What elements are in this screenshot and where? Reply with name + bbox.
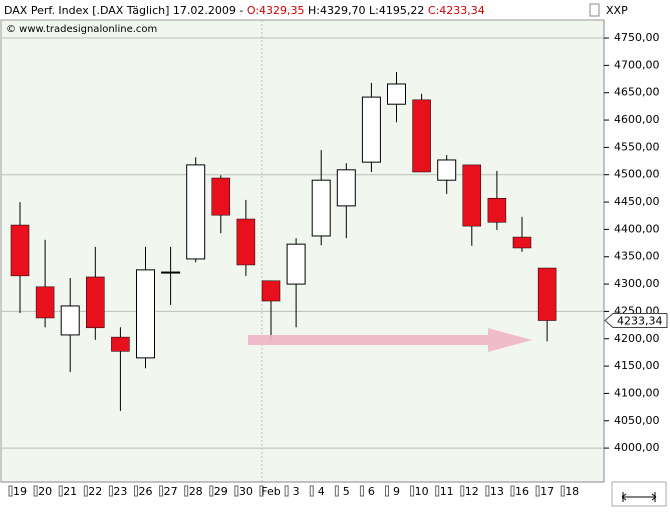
x-tick-box: [8, 485, 13, 497]
candles: [10, 71, 557, 411]
y-tick-label: 4100,00: [614, 386, 660, 399]
x-tick-label: 11: [440, 485, 454, 498]
title-part: DAX Perf. Index [.DAX Täglich] 17.02.200…: [4, 4, 247, 17]
x-tick-label: 28: [189, 485, 203, 498]
x-tick-label: 21: [63, 485, 77, 498]
x-tick-box: [33, 485, 38, 497]
candle-body: [387, 83, 406, 105]
title-part: O:4329,35: [247, 4, 305, 17]
x-tick-label: 16: [515, 485, 529, 498]
x-tick-label: 10: [415, 485, 429, 498]
y-tick-label: 4300,00: [614, 277, 660, 290]
x-tick-box: [108, 485, 113, 497]
x-tick-box: [385, 485, 389, 497]
candle-body: [60, 305, 80, 336]
y-tick-label: 4350,00: [614, 250, 660, 263]
price-label: 4233,34: [617, 315, 663, 328]
candle-body: [111, 336, 130, 352]
candle-body: [10, 224, 30, 277]
x-tick-label: 17: [540, 485, 554, 498]
x-tick-label: 26: [139, 485, 153, 498]
x-tick-box: [234, 485, 239, 497]
x-tick-box: [359, 485, 364, 497]
y-tick-label: 4550,00: [614, 140, 660, 153]
watermark: © www.tradesignalonline.com: [6, 24, 157, 35]
x-tick-label: 5: [343, 485, 350, 498]
x-tick-label: 20: [38, 485, 52, 498]
candle-body: [136, 269, 155, 359]
x-tick-label: 13: [490, 485, 504, 498]
x-tick-box: [460, 485, 465, 497]
y-tick-label: 4000,00: [614, 441, 660, 454]
y-tick-label: 4400,00: [614, 222, 660, 235]
x-tick-label: 22: [88, 485, 102, 498]
x-tick-box: [83, 485, 88, 497]
candle-body: [236, 218, 256, 266]
annotation-arrow: [248, 328, 532, 352]
y-tick-label: 4450,00: [614, 195, 660, 208]
price-marker: [604, 313, 668, 329]
y-tick-label: 4200,00: [614, 332, 660, 345]
x-tick-box: [259, 485, 264, 497]
x-tick-label: 19: [13, 485, 27, 498]
y-tick-label: 4500,00: [614, 168, 660, 181]
x-tick-box: [485, 485, 490, 497]
title-part: C:4233,34: [428, 4, 485, 17]
x-tick-box: [134, 485, 138, 497]
x-tick-label: 9: [393, 485, 400, 498]
x-tick-box: [184, 485, 189, 497]
x-tick-box: [535, 485, 540, 497]
candle-body: [286, 243, 306, 285]
x-tick-box: [334, 485, 339, 497]
button[interactable]: [589, 3, 600, 17]
x-tick-label: 29: [214, 485, 228, 498]
candle-body: [161, 271, 181, 274]
x-tick-box: [309, 485, 314, 497]
candle-body: [211, 177, 231, 216]
x-tick-label: 30: [239, 485, 253, 498]
y-tick-label: 4700,00: [614, 58, 660, 71]
y-tick-label: 4650,00: [614, 86, 660, 99]
scroll-icon: [621, 492, 657, 502]
x-tick-label: Feb: [261, 485, 280, 498]
candle-body: [512, 236, 532, 249]
candle-body: [487, 197, 507, 223]
candle-body: [86, 276, 105, 329]
candle-body: [537, 267, 557, 321]
x-tick-label: 18: [565, 485, 579, 498]
candle-body: [462, 164, 482, 227]
title-part: H:4329,70 L:4195,22: [305, 4, 428, 17]
x-tick-label: 4: [318, 485, 325, 498]
candle-body: [35, 286, 55, 319]
x-tick-label: 3: [293, 485, 300, 498]
candle-body: [412, 99, 431, 173]
x-tick-box: [435, 485, 440, 497]
candle-body: [311, 179, 331, 237]
x-tick-label: 12: [465, 485, 479, 498]
y-tick-label: 4150,00: [614, 359, 660, 372]
scroll-button[interactable]: [611, 481, 667, 507]
candle-body: [361, 96, 381, 163]
symbol-label: XXP: [606, 4, 628, 17]
x-tick-box: [58, 485, 63, 497]
candle-body: [261, 280, 281, 302]
x-tick-box: [209, 485, 214, 497]
y-tick-label: 4600,00: [614, 113, 660, 126]
x-tick-box: [560, 485, 565, 497]
candle-body: [186, 164, 206, 260]
y-tick-label: 4050,00: [614, 414, 660, 427]
x-tick-box: [510, 485, 515, 497]
x-tick-label: 27: [164, 485, 178, 498]
x-tick-label: 6: [368, 485, 375, 498]
candle-body: [437, 159, 457, 181]
x-tick-box: [410, 485, 415, 497]
y-tick-label: 4750,00: [614, 31, 660, 44]
x-tick-box: [284, 485, 289, 497]
candle-body: [336, 169, 356, 207]
x-tick-box: [159, 485, 164, 497]
x-tick-label: 23: [113, 485, 127, 498]
chart-title: DAX Perf. Index [.DAX Täglich] 17.02.200…: [4, 4, 485, 17]
